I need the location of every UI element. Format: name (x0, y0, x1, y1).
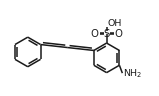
Text: O: O (91, 29, 99, 39)
Text: OH: OH (108, 19, 122, 28)
Text: S: S (103, 29, 110, 39)
Text: NH$_2$: NH$_2$ (123, 68, 143, 80)
Text: O: O (114, 29, 122, 39)
